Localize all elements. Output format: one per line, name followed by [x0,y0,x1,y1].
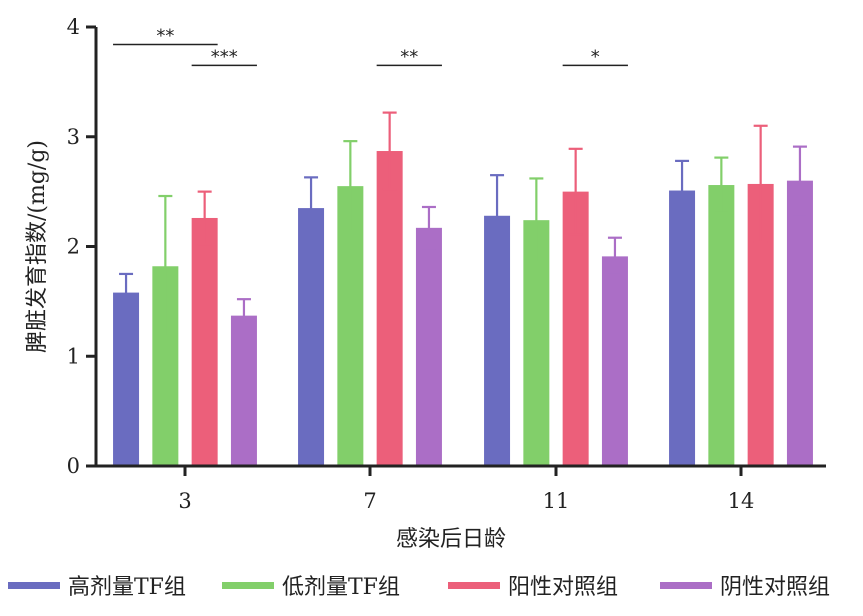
bar-s3-3 [230,315,257,466]
legend-item-3: 阴性对照组 [660,575,830,600]
significance-label: ** [400,46,418,67]
y-tick-label: 4 [67,15,80,39]
error-bar-s3-7 [421,205,436,250]
error-bar-s0-7 [304,176,319,240]
bar-s1-14 [708,185,735,467]
error-bar-s3-3 [236,298,251,334]
legend-label: 阴性对照组 [720,575,830,600]
legend-item-1: 低剂量TF组 [222,575,400,600]
bar-s0-14 [669,190,696,466]
error-bars-layer [119,111,807,338]
bar-s3-14 [786,180,813,466]
bar-s3-11 [601,256,628,466]
legend-label: 低剂量TF组 [282,575,400,600]
legend-swatch [448,582,500,589]
y-tick-label: 3 [67,125,80,149]
bar-s1-7 [337,186,364,466]
legend-label: 高剂量TF组 [68,575,186,600]
y-axis-title: 脾脏发育指数/(mg/g) [25,140,50,353]
legend-label: 阳性对照组 [508,575,618,600]
error-bar-s3-11 [607,236,622,277]
y-tick-label: 2 [67,235,80,259]
x-tick-label-14: 14 [728,489,755,513]
significance-label: ** [156,26,174,47]
y-tick-label: 0 [67,454,80,478]
legend-item-2: 阳性对照组 [448,575,618,600]
legend-item-0: 高剂量TF组 [8,575,186,600]
x-tick-label-7: 7 [363,489,376,513]
legend: 高剂量TF组 低剂量TF组 阳性对照组 阴性对照组 [8,575,830,600]
significance-label: * [591,46,600,67]
legend-swatch [222,582,274,589]
error-bar-s3-14 [792,145,807,216]
bar-s2-7 [376,151,403,466]
error-bar-s1-7 [343,140,358,233]
bar-s0-7 [298,208,325,466]
bar-s0-3 [113,292,140,466]
significance-label: *** [211,46,238,67]
error-bar-s2-14 [753,124,768,244]
error-bar-s2-7 [382,111,397,191]
x-tick-label-11: 11 [543,489,570,513]
error-bar-s1-11 [529,177,544,263]
legend-swatch [8,582,60,589]
axes-layer: 0 1 2 3 4 3 7 11 14 感染后日龄 脾脏发育指数/(mg/g) [25,15,826,552]
error-bar-s0-3 [119,272,134,313]
x-axis-title: 感染后日龄 [396,527,506,552]
error-bar-s2-11 [568,147,583,236]
error-bar-s0-14 [675,159,690,222]
bar-s3-7 [415,227,442,466]
significance-layer: ***** ** * [113,26,628,67]
error-bar-s1-3 [158,194,173,338]
legend-swatch [660,582,712,589]
x-tick-label-3: 3 [178,489,191,513]
error-bar-s0-11 [490,174,505,258]
error-bar-s2-3 [197,190,212,246]
bar-s2-11 [562,191,589,466]
error-bar-s1-14 [714,156,729,214]
y-tick-label: 1 [67,344,80,368]
bars-layer [113,151,813,467]
bar-s2-3 [191,217,218,466]
